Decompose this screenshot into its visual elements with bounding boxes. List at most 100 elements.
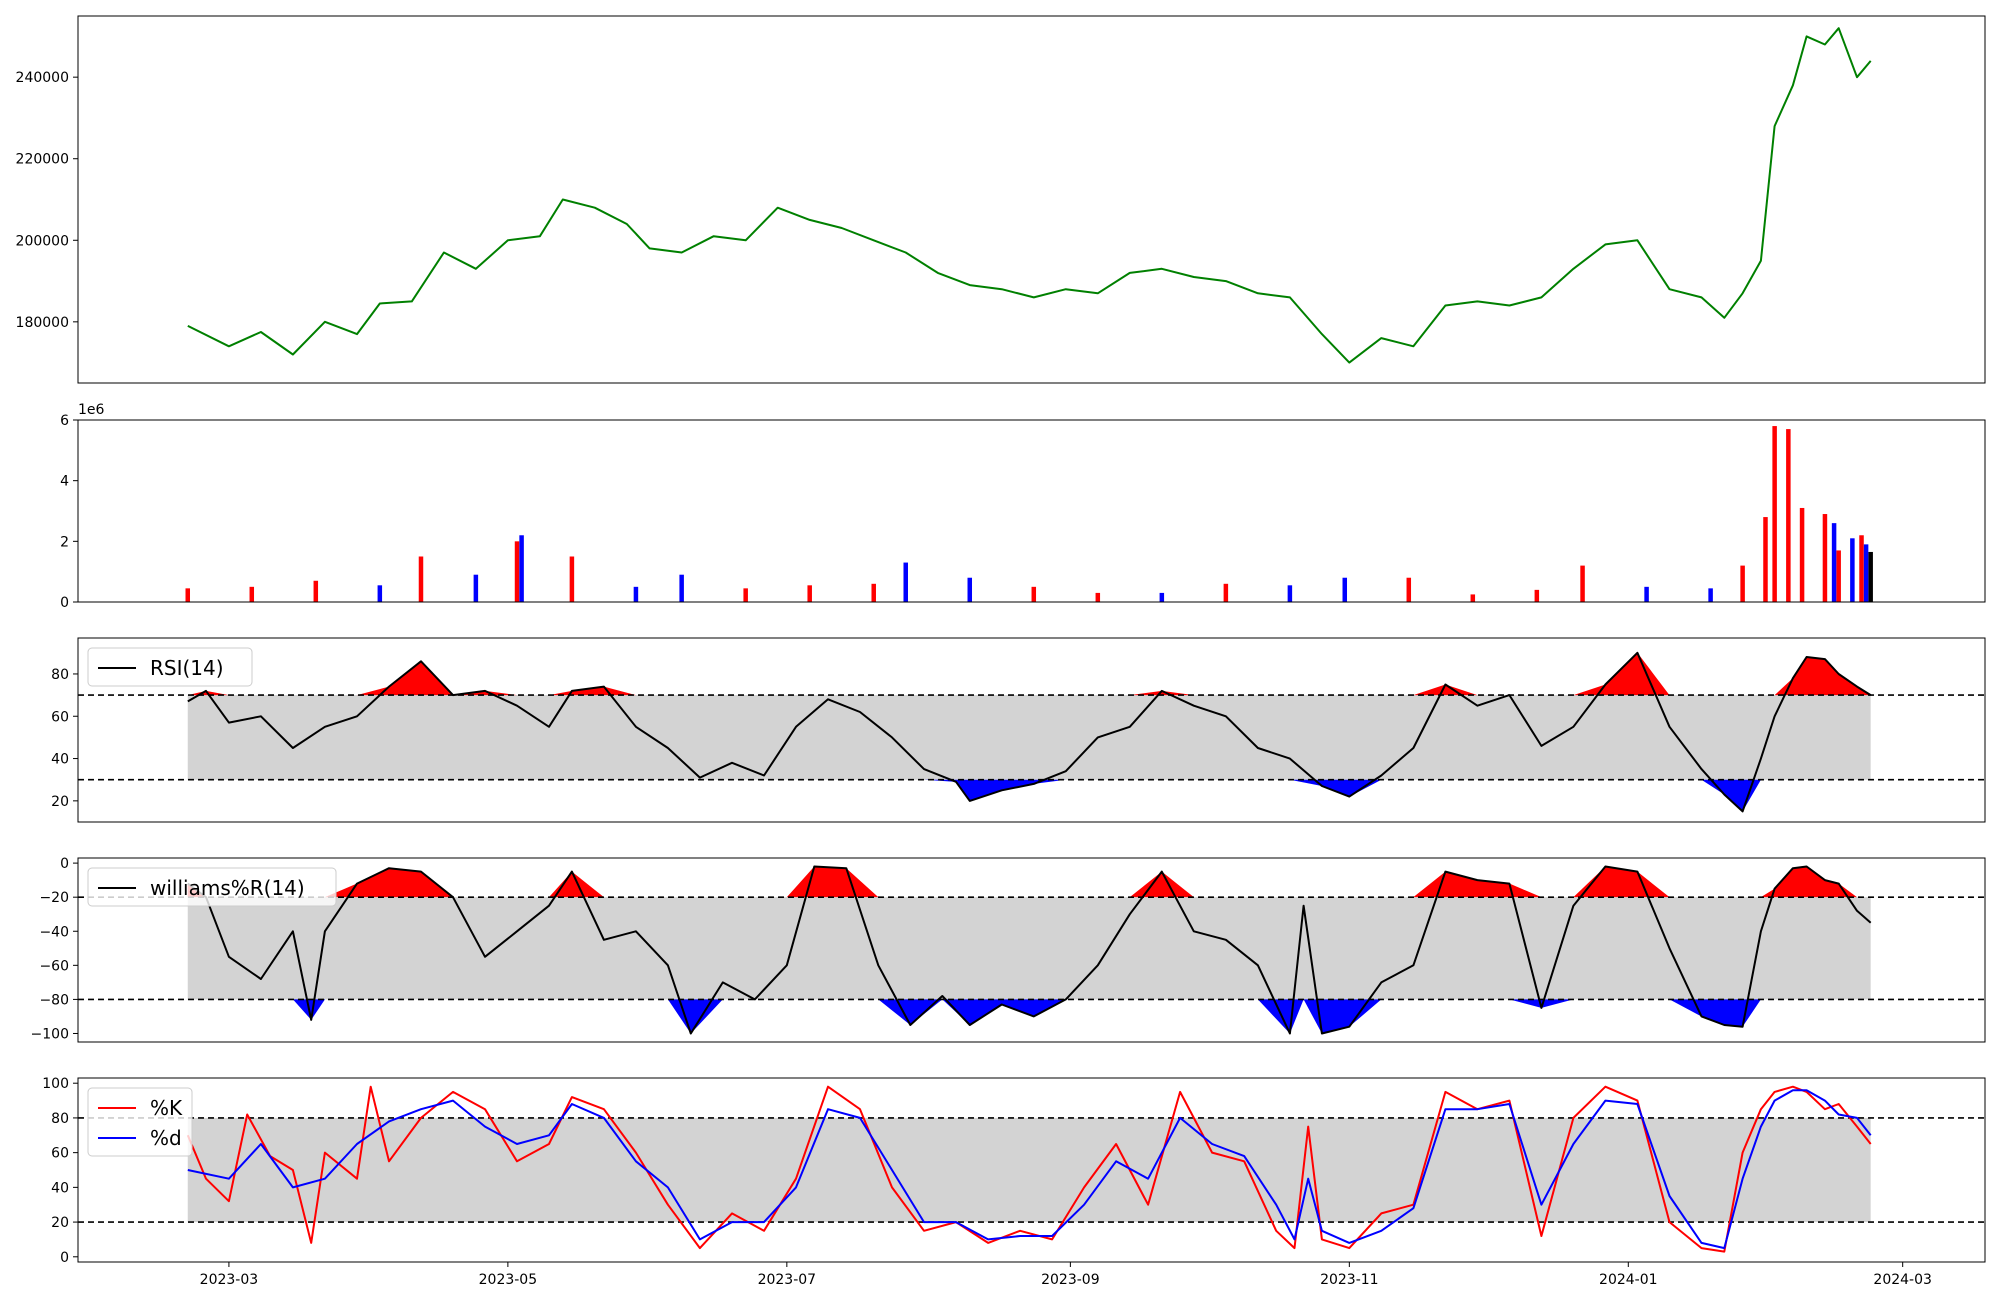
rsi-legend: RSI(14) [87, 647, 253, 687]
y-tick-label: 40 [51, 752, 69, 768]
y-tick-label: 0 [60, 856, 69, 872]
y-tick-label: −80 [39, 992, 69, 1008]
williams-oversold-fill [187, 999, 1871, 1034]
volume-bar [1772, 426, 1777, 602]
y-tick-label: 4 [60, 474, 69, 490]
y-tick-label: 240000 [16, 70, 69, 86]
volume-bar [418, 556, 424, 602]
volume-bar [1470, 594, 1476, 602]
y-tick-label: 60 [51, 1146, 69, 1162]
stochastic-legend: %K %d [87, 1087, 193, 1157]
volume-bar [1159, 592, 1165, 602]
williams-frame [77, 857, 1986, 1043]
y-tick-label: 80 [51, 1111, 69, 1127]
y-tick-label: −20 [39, 890, 69, 906]
volume-bar [743, 588, 748, 602]
volume-bar [1822, 514, 1828, 602]
volume-bar [569, 556, 575, 602]
price-plot-area [187, 27, 1872, 364]
volume-bar [1406, 577, 1412, 602]
volume-bar [633, 586, 639, 602]
y-tick-label: 180000 [16, 315, 69, 331]
williams-plot-area [78, 865, 1985, 1035]
legend-label: %K [150, 1096, 183, 1120]
legend-label: RSI(14) [150, 656, 224, 680]
price-series-0-line [187, 27, 1872, 364]
volume-bar [1799, 507, 1805, 602]
y-tick-label: 220000 [16, 152, 69, 168]
volume-bar [377, 585, 383, 602]
x-tick-label: 2023-07 [758, 1272, 817, 1288]
volume-bar [1831, 523, 1837, 602]
volume-bar [1223, 583, 1229, 602]
volume-plot-area [185, 426, 1873, 602]
volume-bar [1786, 429, 1791, 602]
volume-bar [1580, 565, 1585, 602]
williams-legend: williams%R(14) [87, 867, 337, 907]
volume-bar [1534, 589, 1540, 602]
volume-bar [1863, 544, 1869, 602]
x-tick-label: 2023-05 [479, 1272, 538, 1288]
rsi-series-0-line [187, 651, 1872, 813]
y-tick-label: 20 [51, 1215, 69, 1231]
y-tick-label: 2 [60, 534, 69, 550]
volume-bar [679, 574, 684, 602]
williams-band [187, 897, 1871, 1000]
x-tick-label: 2024-03 [1873, 1272, 1932, 1288]
x-tick-label: 2023-11 [1320, 1272, 1379, 1288]
williams-panel: 0 −20 −40 −60 −80 −100 williams%R(14) [31, 856, 1986, 1043]
volume-bar [1763, 517, 1768, 602]
williams-series-0-line [187, 865, 1872, 1035]
rsi-overbought-fill [187, 652, 1871, 696]
y-tick-label: 100 [42, 1076, 69, 1092]
volume-bar [1342, 577, 1348, 602]
y-tick-label: 6 [60, 413, 69, 429]
volume-bar [1287, 585, 1293, 602]
williams-overbought-fill [187, 866, 1871, 898]
stochastic-frame [77, 1077, 1986, 1263]
volume-bar [1095, 592, 1101, 602]
x-tick-label: 2023-09 [1041, 1272, 1100, 1288]
y-tick-label: −40 [39, 924, 69, 940]
legend-label: %d [150, 1126, 182, 1150]
y-tick-label: −60 [39, 958, 69, 974]
volume-bar [1850, 538, 1855, 602]
volume-bar [1836, 550, 1841, 602]
stochastic-series-0-line [186, 1085, 1872, 1253]
rsi-plot-area [78, 651, 1985, 813]
y-tick-label: 60 [51, 709, 69, 725]
volume-bar [313, 580, 319, 602]
volume-bar [1031, 586, 1037, 602]
volume-bar [514, 541, 520, 602]
price-frame [77, 15, 1986, 384]
y-tick-label: 80 [51, 667, 69, 683]
volume-bar [1644, 586, 1649, 602]
volume-bar [1868, 551, 1873, 602]
legend-label: williams%R(14) [150, 876, 305, 900]
volume-bar [519, 535, 524, 602]
y-tick-label: −100 [31, 1026, 69, 1042]
stochastic-panel: 0 20 40 60 80 100 %K %d [42, 1076, 1986, 1266]
volume-bar [249, 586, 255, 602]
y-tick-label: 0 [60, 1250, 69, 1266]
x-tick-label: 2023-03 [200, 1272, 259, 1288]
x-axis: 2023-03 2023-05 2023-07 2023-09 2023-11 2024-… [200, 1262, 1932, 1288]
volume-bar [807, 585, 812, 602]
volume-bar [1740, 565, 1745, 602]
volume-bar [967, 577, 973, 602]
y-tick-label: 20 [51, 794, 69, 810]
y-tick-label: 0 [60, 595, 69, 611]
rsi-panel: 20 40 60 80 RSI(14) [51, 637, 1986, 823]
rsi-band [187, 695, 1871, 780]
volume-bar [1859, 535, 1864, 602]
y-tick-label: 200000 [16, 233, 69, 249]
volume-panel: 0 2 4 6 1e6 [60, 402, 1986, 611]
stochastic-band [187, 1117, 1871, 1223]
price-panel: 180000 200000 220000 240000 [16, 15, 1986, 384]
volume-bar [1708, 588, 1713, 602]
volume-bar [473, 574, 479, 602]
volume-bar [871, 583, 876, 602]
rsi-frame [77, 637, 1986, 823]
stochastic-plot-area [78, 1085, 1985, 1253]
